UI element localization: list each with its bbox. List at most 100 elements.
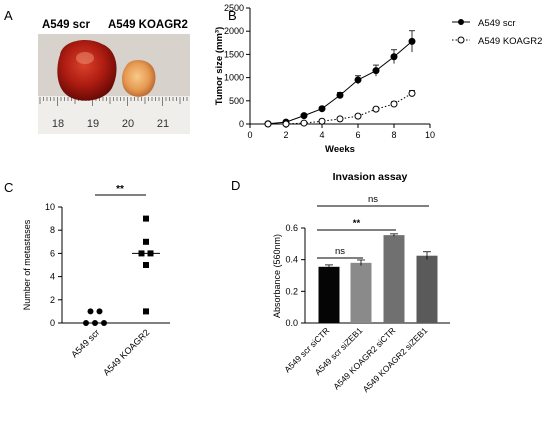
b-ytick-label: 500 bbox=[229, 96, 244, 106]
b-point bbox=[408, 89, 416, 97]
d-xtick-3: A549 KOAGR2 siZEB1 bbox=[361, 325, 430, 394]
b-point bbox=[354, 76, 362, 84]
d-significance: ns ** ns bbox=[317, 194, 429, 259]
panel-d-letter: D bbox=[231, 178, 240, 193]
c-point-square bbox=[147, 250, 154, 257]
d-bar-3 bbox=[416, 255, 438, 323]
c-ytick-label: 10 bbox=[45, 202, 55, 212]
b-point bbox=[300, 112, 308, 120]
b-point bbox=[336, 91, 344, 99]
d-ytick-label: 0.6 bbox=[285, 223, 298, 233]
panel-b: B 0 500 1000 1500 2000 2500 0 2 4 6 8 10 Weeks Tumo… bbox=[214, 3, 542, 155]
tumor-photo: 18 19 20 21 bbox=[38, 34, 190, 134]
ruler-label-18: 18 bbox=[52, 118, 64, 130]
c-point-square bbox=[143, 262, 149, 268]
b-xtick-label: 6 bbox=[355, 130, 360, 140]
c-point-circle bbox=[96, 308, 103, 315]
c-point-circle bbox=[101, 320, 107, 326]
b-legend-label-scr: A549 scr bbox=[478, 18, 516, 29]
tumor-small bbox=[122, 60, 156, 97]
b-ytick-label: 1500 bbox=[224, 49, 244, 59]
c-xtick-ko: A549 KOAGR2 bbox=[101, 327, 151, 377]
ruler-label-20: 20 bbox=[122, 118, 134, 130]
ruler-ticks bbox=[39, 97, 188, 106]
b-legend-label-ko: A549 KOAGR2 bbox=[478, 36, 542, 47]
c-point-circle bbox=[92, 320, 98, 326]
c-ytick-label: 0 bbox=[50, 318, 55, 328]
b-ytick-label: 2000 bbox=[224, 26, 244, 36]
tumor-large bbox=[57, 39, 117, 101]
panel-a-label-ko: A549 KOAGR2 bbox=[108, 19, 188, 31]
b-xlabel: Weeks bbox=[325, 144, 355, 155]
tumor-large-highlight bbox=[76, 52, 94, 64]
ruler bbox=[38, 96, 190, 134]
b-ticks: 0 500 1000 1500 2000 2500 0 2 4 6 8 10 bbox=[224, 3, 435, 140]
b-point bbox=[264, 120, 272, 128]
c-ticks: 0 2 4 6 8 10 bbox=[45, 202, 62, 328]
b-point bbox=[318, 117, 326, 125]
c-ytick-label: 8 bbox=[50, 225, 55, 235]
c-significance-label: ** bbox=[116, 184, 124, 195]
b-point bbox=[390, 100, 398, 108]
c-point-square bbox=[143, 308, 149, 315]
panel-d: D Invasion assay 0.0 0.2 0.4 0.6 Absorbance… bbox=[231, 171, 450, 394]
b-ytick-label: 1000 bbox=[224, 73, 244, 83]
d-ytick-label: 0.4 bbox=[285, 255, 298, 265]
c-xtick-scr: A549 scr bbox=[69, 327, 101, 359]
c-point-circle bbox=[87, 308, 94, 315]
c-point-square bbox=[143, 238, 149, 245]
b-point bbox=[354, 112, 362, 120]
ruler-label-21: 21 bbox=[157, 118, 169, 130]
b-xtick-label: 2 bbox=[283, 130, 288, 140]
c-ytick-label: 2 bbox=[50, 295, 55, 305]
b-legend-marker-scr bbox=[458, 19, 464, 25]
b-xtick-label: 10 bbox=[425, 130, 435, 140]
d-title: Invasion assay bbox=[333, 171, 408, 183]
b-ylabel: Tumor size (mm³) bbox=[214, 27, 225, 105]
b-xtick-label: 8 bbox=[391, 130, 396, 140]
b-point bbox=[372, 105, 380, 113]
d-bar-1 bbox=[350, 262, 372, 323]
b-legend-marker-ko bbox=[457, 36, 465, 44]
panel-a-label-scr: A549 scr bbox=[42, 19, 90, 31]
b-point bbox=[318, 105, 326, 113]
b-point bbox=[390, 53, 398, 61]
d-significance-label: ns bbox=[368, 194, 378, 205]
panel-c: C 0 2 4 6 8 10 Number of metastases ** A549 s… bbox=[4, 180, 170, 378]
b-ytick-label: 0 bbox=[239, 119, 244, 129]
b-xtick-label: 0 bbox=[247, 130, 252, 140]
d-ytick-label: 0.2 bbox=[285, 286, 298, 296]
b-series-line-0 bbox=[267, 41, 413, 125]
c-ytick-label: 6 bbox=[50, 248, 55, 258]
b-point bbox=[336, 115, 344, 123]
b-ytick-label: 2500 bbox=[224, 3, 244, 13]
d-significance-label: ns bbox=[335, 246, 345, 257]
c-point-circle bbox=[83, 320, 89, 326]
b-series bbox=[264, 30, 416, 128]
d-bars bbox=[318, 233, 438, 323]
b-legend: A549 scr A549 KOAGR2 bbox=[452, 18, 542, 47]
c-points bbox=[81, 215, 160, 326]
panel-a: A A549 scr A549 KOAGR2 18 19 20 21 bbox=[4, 8, 190, 134]
panel-b-letter: B bbox=[228, 8, 237, 23]
ruler-label-19: 19 bbox=[87, 118, 99, 130]
b-point bbox=[300, 119, 308, 127]
panel-a-letter: A bbox=[4, 8, 13, 23]
c-point-square bbox=[138, 250, 145, 257]
d-ticks: 0.0 0.2 0.4 0.6 bbox=[285, 223, 305, 328]
b-point bbox=[372, 67, 380, 75]
d-xtick-2: A549 KOAGR2 siCTR bbox=[331, 325, 397, 391]
c-point-square bbox=[143, 215, 149, 222]
d-ytick-label: 0.0 bbox=[285, 318, 298, 328]
d-significance-label: ** bbox=[353, 218, 361, 229]
d-bar-2 bbox=[383, 235, 405, 323]
b-xtick-label: 4 bbox=[319, 130, 324, 140]
d-ylabel: Absorbance (560nm) bbox=[272, 234, 282, 318]
panel-c-letter: C bbox=[4, 180, 13, 195]
b-point bbox=[282, 120, 290, 128]
c-ylabel: Number of metastases bbox=[22, 219, 32, 310]
c-ytick-label: 4 bbox=[50, 272, 55, 282]
d-bar-0 bbox=[318, 266, 340, 323]
b-point bbox=[408, 37, 416, 45]
